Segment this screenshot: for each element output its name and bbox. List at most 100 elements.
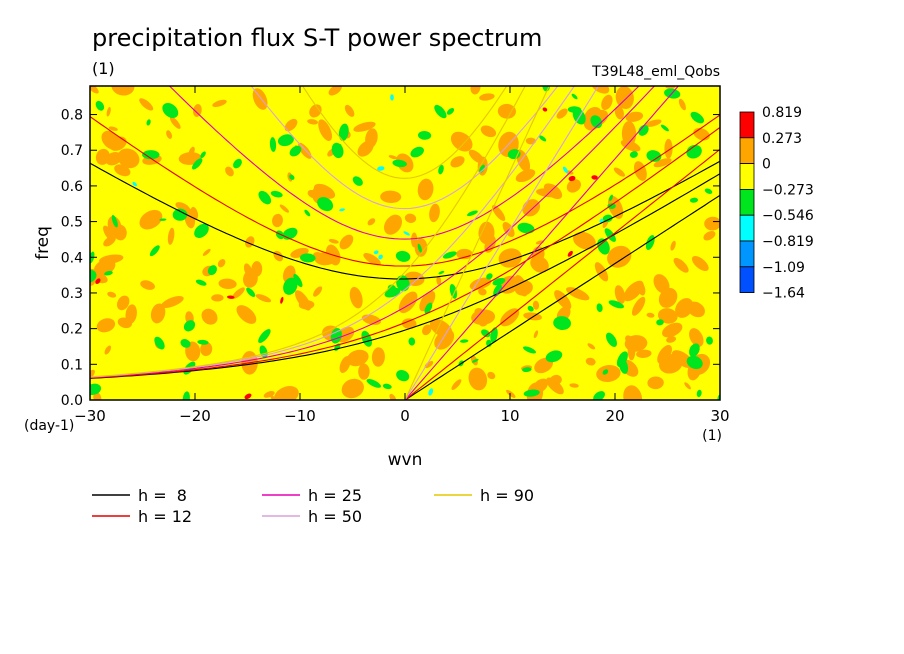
contour-patch — [684, 382, 691, 390]
contour-patch — [377, 166, 385, 171]
contour-patch — [585, 357, 596, 366]
x-unit-label: (1) — [702, 428, 722, 444]
colorbar-label: 0.819 — [762, 105, 802, 121]
contour-patch — [258, 328, 271, 344]
contour-patch — [349, 286, 363, 309]
contour-patch — [653, 274, 670, 294]
contour-patch — [418, 130, 432, 140]
contour-patch — [517, 222, 535, 234]
contour-patch — [479, 164, 486, 173]
contour-patch — [522, 367, 532, 373]
contour-patch — [438, 164, 444, 175]
contour-patch — [498, 248, 522, 268]
contour-patch — [90, 369, 95, 381]
contour-patch — [666, 336, 677, 343]
contour-patch — [474, 308, 485, 318]
contour-patch — [689, 328, 704, 347]
colorbar-swatch — [739, 111, 755, 139]
contour-patch — [625, 111, 644, 122]
contour-patch — [571, 93, 578, 100]
contour-patch — [93, 392, 102, 400]
contour-patch — [367, 218, 376, 226]
colorbar-swatch — [739, 240, 755, 268]
contour-patch — [200, 151, 206, 159]
contour-patch — [451, 379, 462, 390]
contour-patch — [607, 203, 616, 210]
contour-patch — [568, 175, 576, 182]
contour-patch — [438, 270, 445, 275]
contour-patch — [313, 286, 323, 297]
contour-patch — [371, 347, 385, 367]
contour-patch — [553, 316, 571, 331]
contour-patch — [607, 195, 624, 219]
contour-patch — [283, 277, 298, 295]
contour-patch — [604, 228, 616, 242]
contour-patch — [105, 152, 122, 166]
contour-patch — [193, 104, 202, 117]
contour-patch — [183, 320, 196, 332]
contour-patch — [466, 210, 478, 217]
contour-patch — [616, 351, 628, 368]
contour-patch — [175, 202, 191, 213]
contour-patch — [566, 287, 590, 301]
contour-patch — [602, 214, 613, 223]
contour-patch — [449, 283, 458, 299]
contour-patch — [614, 106, 624, 120]
contour-patch — [646, 150, 662, 162]
contour-patch — [353, 121, 376, 132]
contour-patch — [656, 319, 664, 326]
contour-patch — [263, 391, 275, 398]
contour-patch — [106, 106, 111, 117]
contour-patch — [590, 115, 603, 129]
contour-patch — [392, 159, 407, 168]
contour-patch — [487, 371, 496, 380]
colorbar-swatch — [739, 188, 755, 216]
contour-patch — [366, 379, 382, 388]
contour-patch — [596, 365, 621, 382]
contour-patch — [545, 350, 563, 363]
legend-label: h = 50 — [308, 507, 362, 526]
contour-patch — [104, 270, 113, 276]
contour-patch — [424, 302, 433, 314]
contour-patch — [172, 208, 188, 221]
contour-patch — [255, 294, 272, 303]
contour-patch — [404, 213, 417, 223]
y-tick-label: 0.3 — [61, 286, 83, 302]
contour-patch — [460, 339, 469, 343]
contour-patch — [395, 250, 411, 262]
contour-patch — [478, 288, 487, 296]
contour-patch — [139, 209, 163, 230]
contour-patch — [657, 308, 678, 324]
contour-patch — [309, 104, 322, 118]
contour-patch — [689, 343, 700, 357]
mrg-curve — [90, 86, 526, 378]
x-tick-label: −30 — [74, 407, 106, 425]
contour-patch — [103, 235, 116, 247]
y-unit-label: (day-1) — [24, 418, 74, 434]
contour-patch — [645, 119, 662, 127]
contour-patch — [456, 248, 473, 260]
contour-patch — [251, 261, 263, 277]
legend-label: h = 8 — [138, 486, 187, 505]
mrg-curve — [90, 126, 720, 379]
contour-patch — [691, 256, 709, 271]
contour-patch — [690, 111, 705, 124]
contour-patch — [470, 86, 481, 95]
contour-patch — [450, 156, 465, 168]
contour-patch — [587, 343, 596, 350]
contour-patch — [636, 349, 652, 358]
contour-patch — [491, 205, 506, 221]
contour-patch — [704, 216, 720, 231]
mrg-curve — [90, 86, 576, 378]
contour-patch — [450, 131, 473, 152]
contour-patch — [258, 190, 272, 205]
contour-patch — [704, 188, 713, 194]
contour-patch — [408, 337, 416, 346]
contour-patch — [522, 346, 537, 354]
contour-patch — [361, 330, 373, 347]
y-axis-label: freq — [33, 226, 53, 260]
x-axis: −30 −20 −10 0 10 20 30 — [74, 86, 730, 425]
contour-patch — [621, 121, 637, 147]
contour-patch — [225, 166, 234, 177]
contour-patch — [615, 86, 634, 110]
